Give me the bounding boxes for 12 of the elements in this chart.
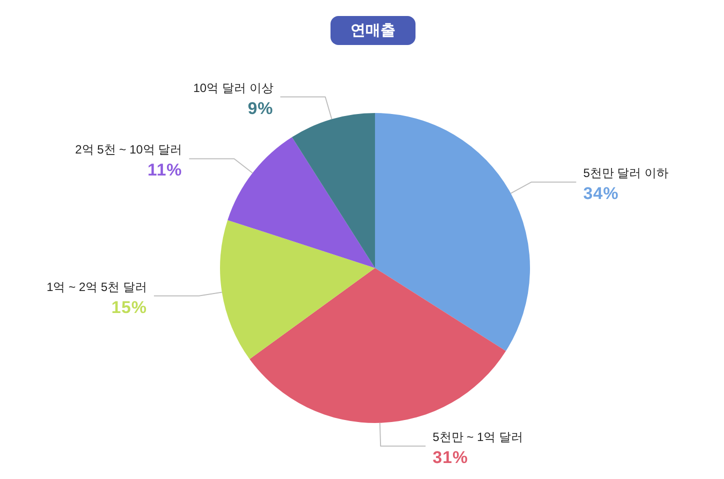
slice-label: 1억 ~ 2억 5천 달러 bbox=[46, 280, 147, 294]
slice-label: 2억 5천 ~ 10억 달러 bbox=[75, 142, 182, 157]
slice-label: 10억 달러 이상 bbox=[193, 80, 274, 95]
data-label: 31% bbox=[432, 448, 468, 468]
data-label: 11% bbox=[148, 160, 182, 180]
slice-label: 5천만 ~ 1억 달러 bbox=[432, 430, 523, 444]
data-label: 34% bbox=[583, 184, 619, 204]
slice-label: 5천만 달러 이하 bbox=[583, 166, 669, 180]
title: 연매출 bbox=[330, 16, 416, 45]
chart-title: 연매출 bbox=[350, 22, 396, 39]
data-label: 9% bbox=[248, 98, 274, 118]
data-label: 15% bbox=[111, 298, 147, 317]
